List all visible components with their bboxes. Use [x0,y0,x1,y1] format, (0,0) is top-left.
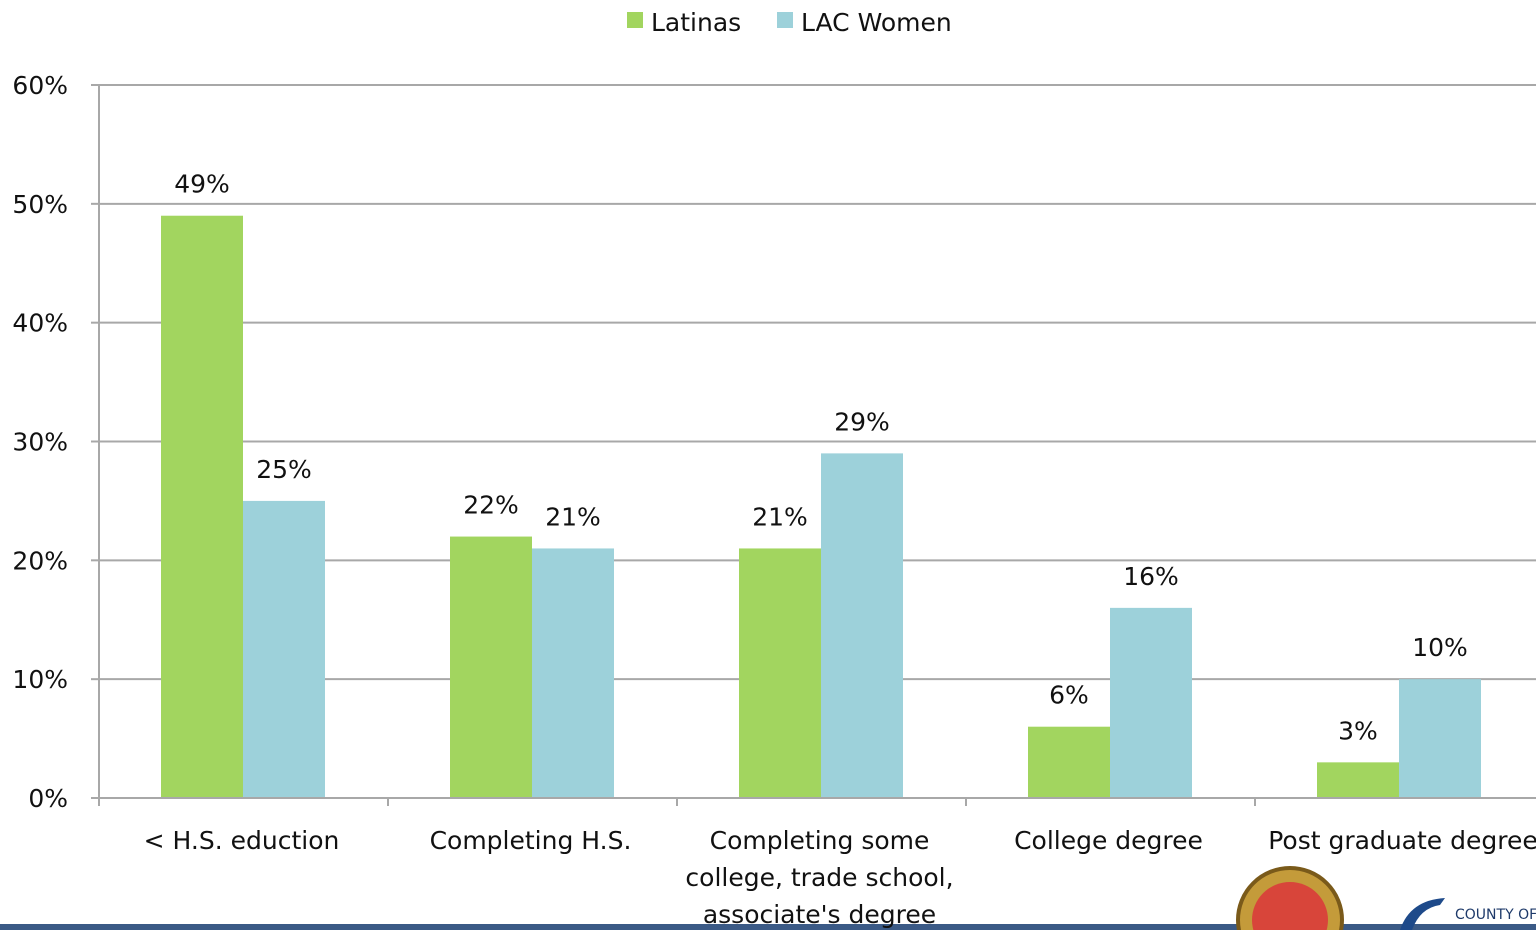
bar [450,536,532,798]
data-label: 10% [1412,633,1468,662]
legend-swatch [777,12,793,28]
data-label: 3% [1338,716,1378,745]
legend-swatch [627,12,643,28]
bar [161,215,243,798]
y-tick-label: 40% [12,309,68,338]
bar [532,548,614,798]
data-label: 29% [834,407,890,436]
footer-strip [0,924,1536,930]
x-tick-label: Completing some college, trade school, a… [685,826,954,929]
bar [243,500,325,798]
bar [1317,762,1399,798]
data-label: 25% [256,455,312,484]
y-tick-label: 0% [28,784,68,813]
bar [1028,726,1110,798]
legend-label: LAC Women [801,8,952,37]
x-tick-label: College degree [1014,826,1203,855]
logo-text: COUNTY OF [1455,907,1536,923]
x-tick-label: Post graduate degree [1268,826,1536,855]
data-label: 6% [1049,681,1089,710]
y-tick-label: 50% [12,190,68,219]
data-label: 21% [545,502,601,531]
legend-label: Latinas [651,8,741,37]
x-tick-label: < H.S. eduction [143,826,340,855]
logo-mark [1400,898,1445,930]
y-tick-label: 60% [12,71,68,100]
bar [739,548,821,798]
bar [821,453,903,798]
data-label: 49% [174,170,230,199]
bar [1399,679,1481,798]
data-label: 21% [752,502,808,531]
y-tick-label: 30% [12,428,68,457]
bar [1110,607,1192,798]
x-tick-label: Completing H.S. [429,826,632,855]
data-label: 22% [463,491,519,520]
data-label: 16% [1123,562,1179,591]
county-seal-inner [1252,882,1328,930]
y-tick-label: 10% [12,665,68,694]
y-tick-label: 20% [12,546,68,575]
